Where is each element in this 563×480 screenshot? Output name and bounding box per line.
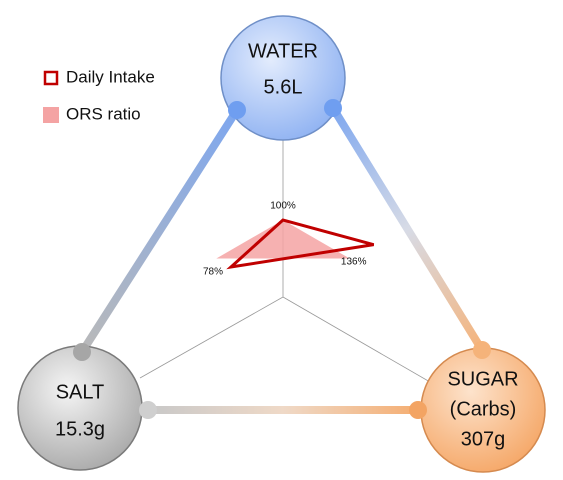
value-label: 78% (203, 267, 223, 278)
dot (473, 341, 491, 359)
connector (329, 105, 486, 353)
value-label: 100% (270, 201, 296, 212)
water-node: WATER 5.6L (220, 15, 346, 141)
node-circle (17, 345, 143, 471)
legend-swatch (43, 107, 59, 123)
node-sublabel: (Carbs) (450, 398, 517, 420)
dot (409, 401, 427, 419)
legend: Daily Intake ORS ratio (43, 67, 155, 123)
connector (78, 107, 241, 355)
dot (73, 343, 91, 361)
dots (73, 99, 491, 419)
node-label: WATER (248, 40, 318, 62)
sugar-node: SUGAR (Carbs) 307g (420, 347, 546, 473)
axis-line (282, 296, 431, 383)
node-label: SALT (56, 381, 105, 403)
node-amount: 307g (461, 428, 506, 450)
node-amount: 15.3g (55, 418, 105, 440)
dot (324, 99, 342, 117)
dot (228, 101, 246, 119)
connectors (78, 105, 486, 414)
dot (139, 401, 157, 419)
node-circle (220, 15, 346, 141)
legend-label: ORS ratio (66, 104, 141, 123)
salt-node: SALT 15.3g (17, 345, 143, 471)
legend-label: Daily Intake (66, 67, 155, 86)
value-label: 136% (341, 256, 367, 267)
radar-axes (139, 140, 431, 383)
node-amount: 5.6L (264, 76, 303, 98)
axis-line (139, 296, 284, 379)
series-area (226, 218, 375, 270)
radar-plot: 100% 78% 136% (203, 201, 375, 278)
legend-swatch (43, 70, 59, 86)
node-label: SUGAR (447, 368, 518, 390)
